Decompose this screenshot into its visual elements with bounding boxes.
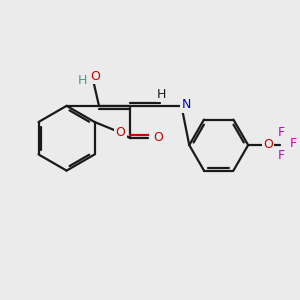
Text: F: F <box>290 136 297 150</box>
Text: F: F <box>278 149 285 162</box>
Text: N: N <box>182 98 191 111</box>
Text: F: F <box>278 126 285 139</box>
Text: O: O <box>153 131 163 144</box>
Text: O: O <box>90 70 100 83</box>
Text: H: H <box>157 88 167 100</box>
Text: O: O <box>116 126 125 139</box>
Text: H: H <box>78 74 87 87</box>
Text: O: O <box>263 138 273 151</box>
